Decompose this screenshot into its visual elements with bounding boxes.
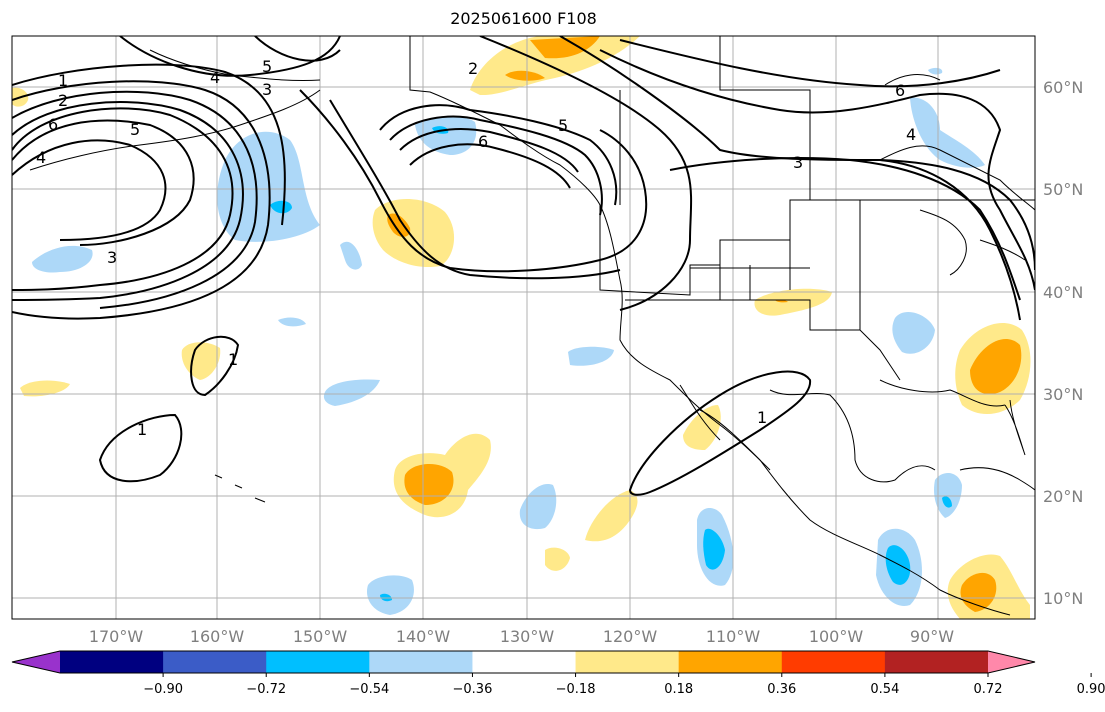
lon-tick-label: 170°W <box>89 627 144 646</box>
lat-axis: 60°N 50°N 40°N 30°N 20°N 10°N <box>1043 78 1083 608</box>
colorbar-extend-low <box>12 651 60 673</box>
contour-label: 2 <box>58 91 68 110</box>
contour-label: 1 <box>137 420 147 439</box>
contour-label: 6 <box>48 115 58 134</box>
colorbar-swatch <box>369 651 473 673</box>
colorbar: −0.90 −0.72 −0.54 −0.36 −0.18 0.18 0.36 0.54 0.7… <box>11 650 1105 697</box>
colorbar-outline <box>11 650 1036 674</box>
contour-label: 3 <box>262 80 272 99</box>
lon-tick-label: 150°W <box>293 627 348 646</box>
lon-tick-label: 120°W <box>603 627 658 646</box>
lon-axis: 170°W 160°W 150°W 140°W 130°W 120°W 110°… <box>89 627 954 646</box>
colorbar-swatch <box>884 651 989 673</box>
contour-label: 5 <box>558 116 568 135</box>
colorbar-tick-label: −0.54 <box>349 682 389 697</box>
contour-label: 3 <box>107 248 117 267</box>
colorbar-tick-label: 0.90 <box>1077 682 1105 697</box>
lon-tick-label: 160°W <box>190 627 245 646</box>
contours <box>12 36 1035 496</box>
contour-label: 1 <box>228 350 238 369</box>
colorbar-swatch <box>781 651 886 673</box>
colorbar-swatch <box>60 651 164 673</box>
lat-tick-label: 60°N <box>1043 78 1083 97</box>
map-frame <box>11 35 1036 620</box>
lon-tick-label: 130°W <box>500 627 555 646</box>
colorbar-extend-high <box>988 651 1035 673</box>
lat-tick-label: 10°N <box>1043 589 1083 608</box>
colorbar-tick-label: −0.90 <box>143 682 183 697</box>
contour-labels: 1 2 4 5 6 3 4 5 2 6 5 3 6 4 3 1 1 1 <box>36 57 916 439</box>
lat-tick-label: 20°N <box>1043 487 1083 506</box>
contour-label: 3 <box>793 153 803 172</box>
map-background <box>12 36 1035 619</box>
colorbar-tick-label: 0.18 <box>664 682 693 697</box>
colorbar-swatch <box>678 651 783 673</box>
contour-label: 4 <box>210 68 220 87</box>
colorbar-swatch <box>472 651 577 673</box>
lat-tick-label: 40°N <box>1043 283 1083 302</box>
lat-tick-label: 50°N <box>1043 180 1083 199</box>
colorbar-tick-label: −0.72 <box>246 682 286 697</box>
contour-label: 1 <box>757 408 767 427</box>
contour-label: 4 <box>906 125 916 144</box>
lat-tick-label: 30°N <box>1043 385 1083 404</box>
lon-tick-label: 140°W <box>396 627 451 646</box>
lon-tick-label: 100°W <box>809 627 864 646</box>
contour-label: 4 <box>36 148 46 167</box>
lon-tick-label: 110°W <box>706 627 761 646</box>
contour-label: 6 <box>895 81 905 100</box>
map-title: 2025061600 F108 <box>450 9 597 28</box>
colorbar-swatch <box>575 651 680 673</box>
colorbar-tick-label: −0.36 <box>453 682 493 697</box>
contour-label: 1 <box>58 71 68 90</box>
contour-label: 2 <box>468 59 478 78</box>
contour-label: 6 <box>478 132 488 151</box>
lon-tick-label: 90°W <box>910 627 954 646</box>
colorbar-tick-label: 0.54 <box>870 682 899 697</box>
colorbar-tick-label: 0.36 <box>767 682 796 697</box>
contour-label: 5 <box>262 57 272 76</box>
colorbar-tick-label: −0.18 <box>556 682 596 697</box>
colorbar-swatch <box>163 651 267 673</box>
colorbar-swatch <box>266 651 370 673</box>
colorbar-tick-label: 0.72 <box>974 682 1003 697</box>
contour-label: 5 <box>130 120 140 139</box>
